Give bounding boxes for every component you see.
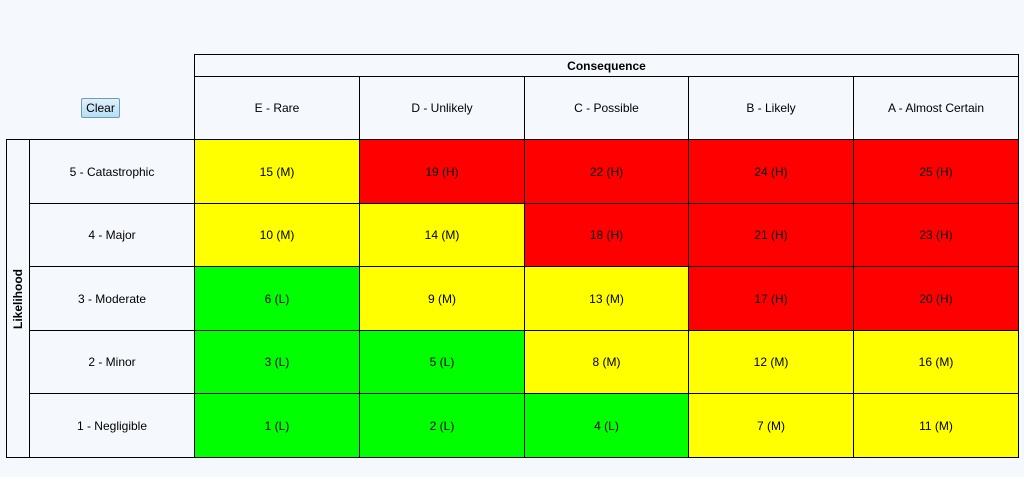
risk-cell[interactable]: 11 (M) [853,393,1019,458]
row-header-negligible: 1 - Negligible [29,393,195,458]
risk-cell[interactable]: 5 (L) [359,330,525,394]
consequence-header: Consequence [194,54,1019,77]
risk-cell[interactable]: 14 (M) [359,203,525,267]
risk-cell[interactable]: 21 (H) [688,203,854,267]
risk-cell[interactable]: 10 (M) [194,203,360,267]
risk-cell[interactable]: 13 (M) [524,266,689,331]
risk-cell[interactable]: 24 (H) [688,139,854,204]
risk-cell[interactable]: 17 (H) [688,266,854,331]
risk-cell[interactable]: 7 (M) [688,393,854,458]
column-header-possible: C - Possible [524,76,689,140]
column-header-likely: B - Likely [688,76,854,140]
risk-cell[interactable]: 2 (L) [359,393,525,458]
likelihood-title: Likelihood [11,268,25,329]
risk-cell[interactable]: 18 (H) [524,203,689,267]
risk-cell[interactable]: 4 (L) [524,393,689,458]
column-header-unlikely: D - Unlikely [359,76,525,140]
clear-button[interactable]: Clear [81,98,120,118]
risk-cell[interactable]: 1 (L) [194,393,360,458]
risk-cell[interactable]: 20 (H) [853,266,1019,331]
risk-cell[interactable]: 19 (H) [359,139,525,204]
risk-cell[interactable]: 8 (M) [524,330,689,394]
row-header-catastrophic: 5 - Catastrophic [29,139,195,204]
column-header-almost-certain: A - Almost Certain [853,76,1019,140]
risk-cell[interactable]: 9 (M) [359,266,525,331]
likelihood-header: Likelihood [6,139,30,458]
row-header-moderate: 3 - Moderate [29,266,195,331]
risk-cell[interactable]: 12 (M) [688,330,854,394]
row-header-minor: 2 - Minor [29,330,195,394]
risk-cell[interactable]: 6 (L) [194,266,360,331]
risk-cell[interactable]: 25 (H) [853,139,1019,204]
risk-cell[interactable]: 3 (L) [194,330,360,394]
column-header-rare: E - Rare [194,76,360,140]
risk-cell[interactable]: 16 (M) [853,330,1019,394]
row-header-major: 4 - Major [29,203,195,267]
risk-cell[interactable]: 15 (M) [194,139,360,204]
risk-cell[interactable]: 22 (H) [524,139,689,204]
risk-cell[interactable]: 23 (H) [853,203,1019,267]
